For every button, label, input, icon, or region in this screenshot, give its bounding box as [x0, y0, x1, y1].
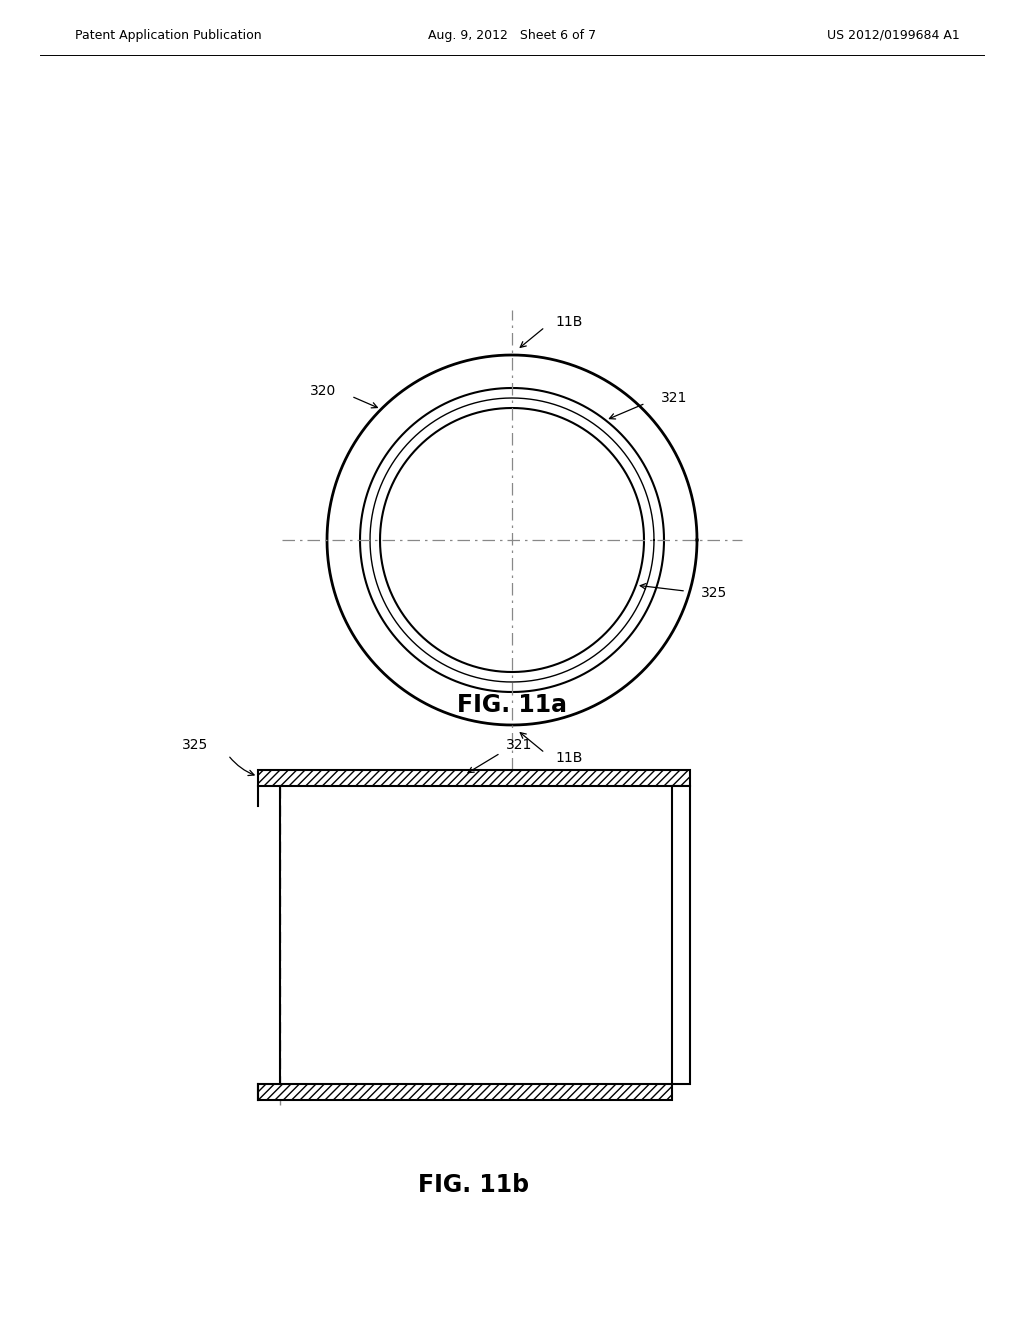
Text: 325: 325 [701, 586, 727, 601]
Text: 321: 321 [660, 391, 687, 405]
Text: Patent Application Publication: Patent Application Publication [75, 29, 261, 41]
Text: 11B: 11B [555, 315, 583, 329]
Bar [672, 785, 690, 1084]
Text: 320: 320 [310, 384, 336, 399]
Text: 325: 325 [181, 738, 208, 752]
Text: US 2012/0199684 A1: US 2012/0199684 A1 [827, 29, 961, 41]
Text: FIG. 11a: FIG. 11a [457, 693, 567, 717]
Bar [258, 1084, 672, 1100]
Bar [258, 770, 690, 785]
Text: 321: 321 [506, 738, 531, 752]
Text: FIG. 11b: FIG. 11b [419, 1173, 529, 1197]
Text: 11B: 11B [555, 751, 583, 766]
Text: Aug. 9, 2012   Sheet 6 of 7: Aug. 9, 2012 Sheet 6 of 7 [428, 29, 596, 41]
